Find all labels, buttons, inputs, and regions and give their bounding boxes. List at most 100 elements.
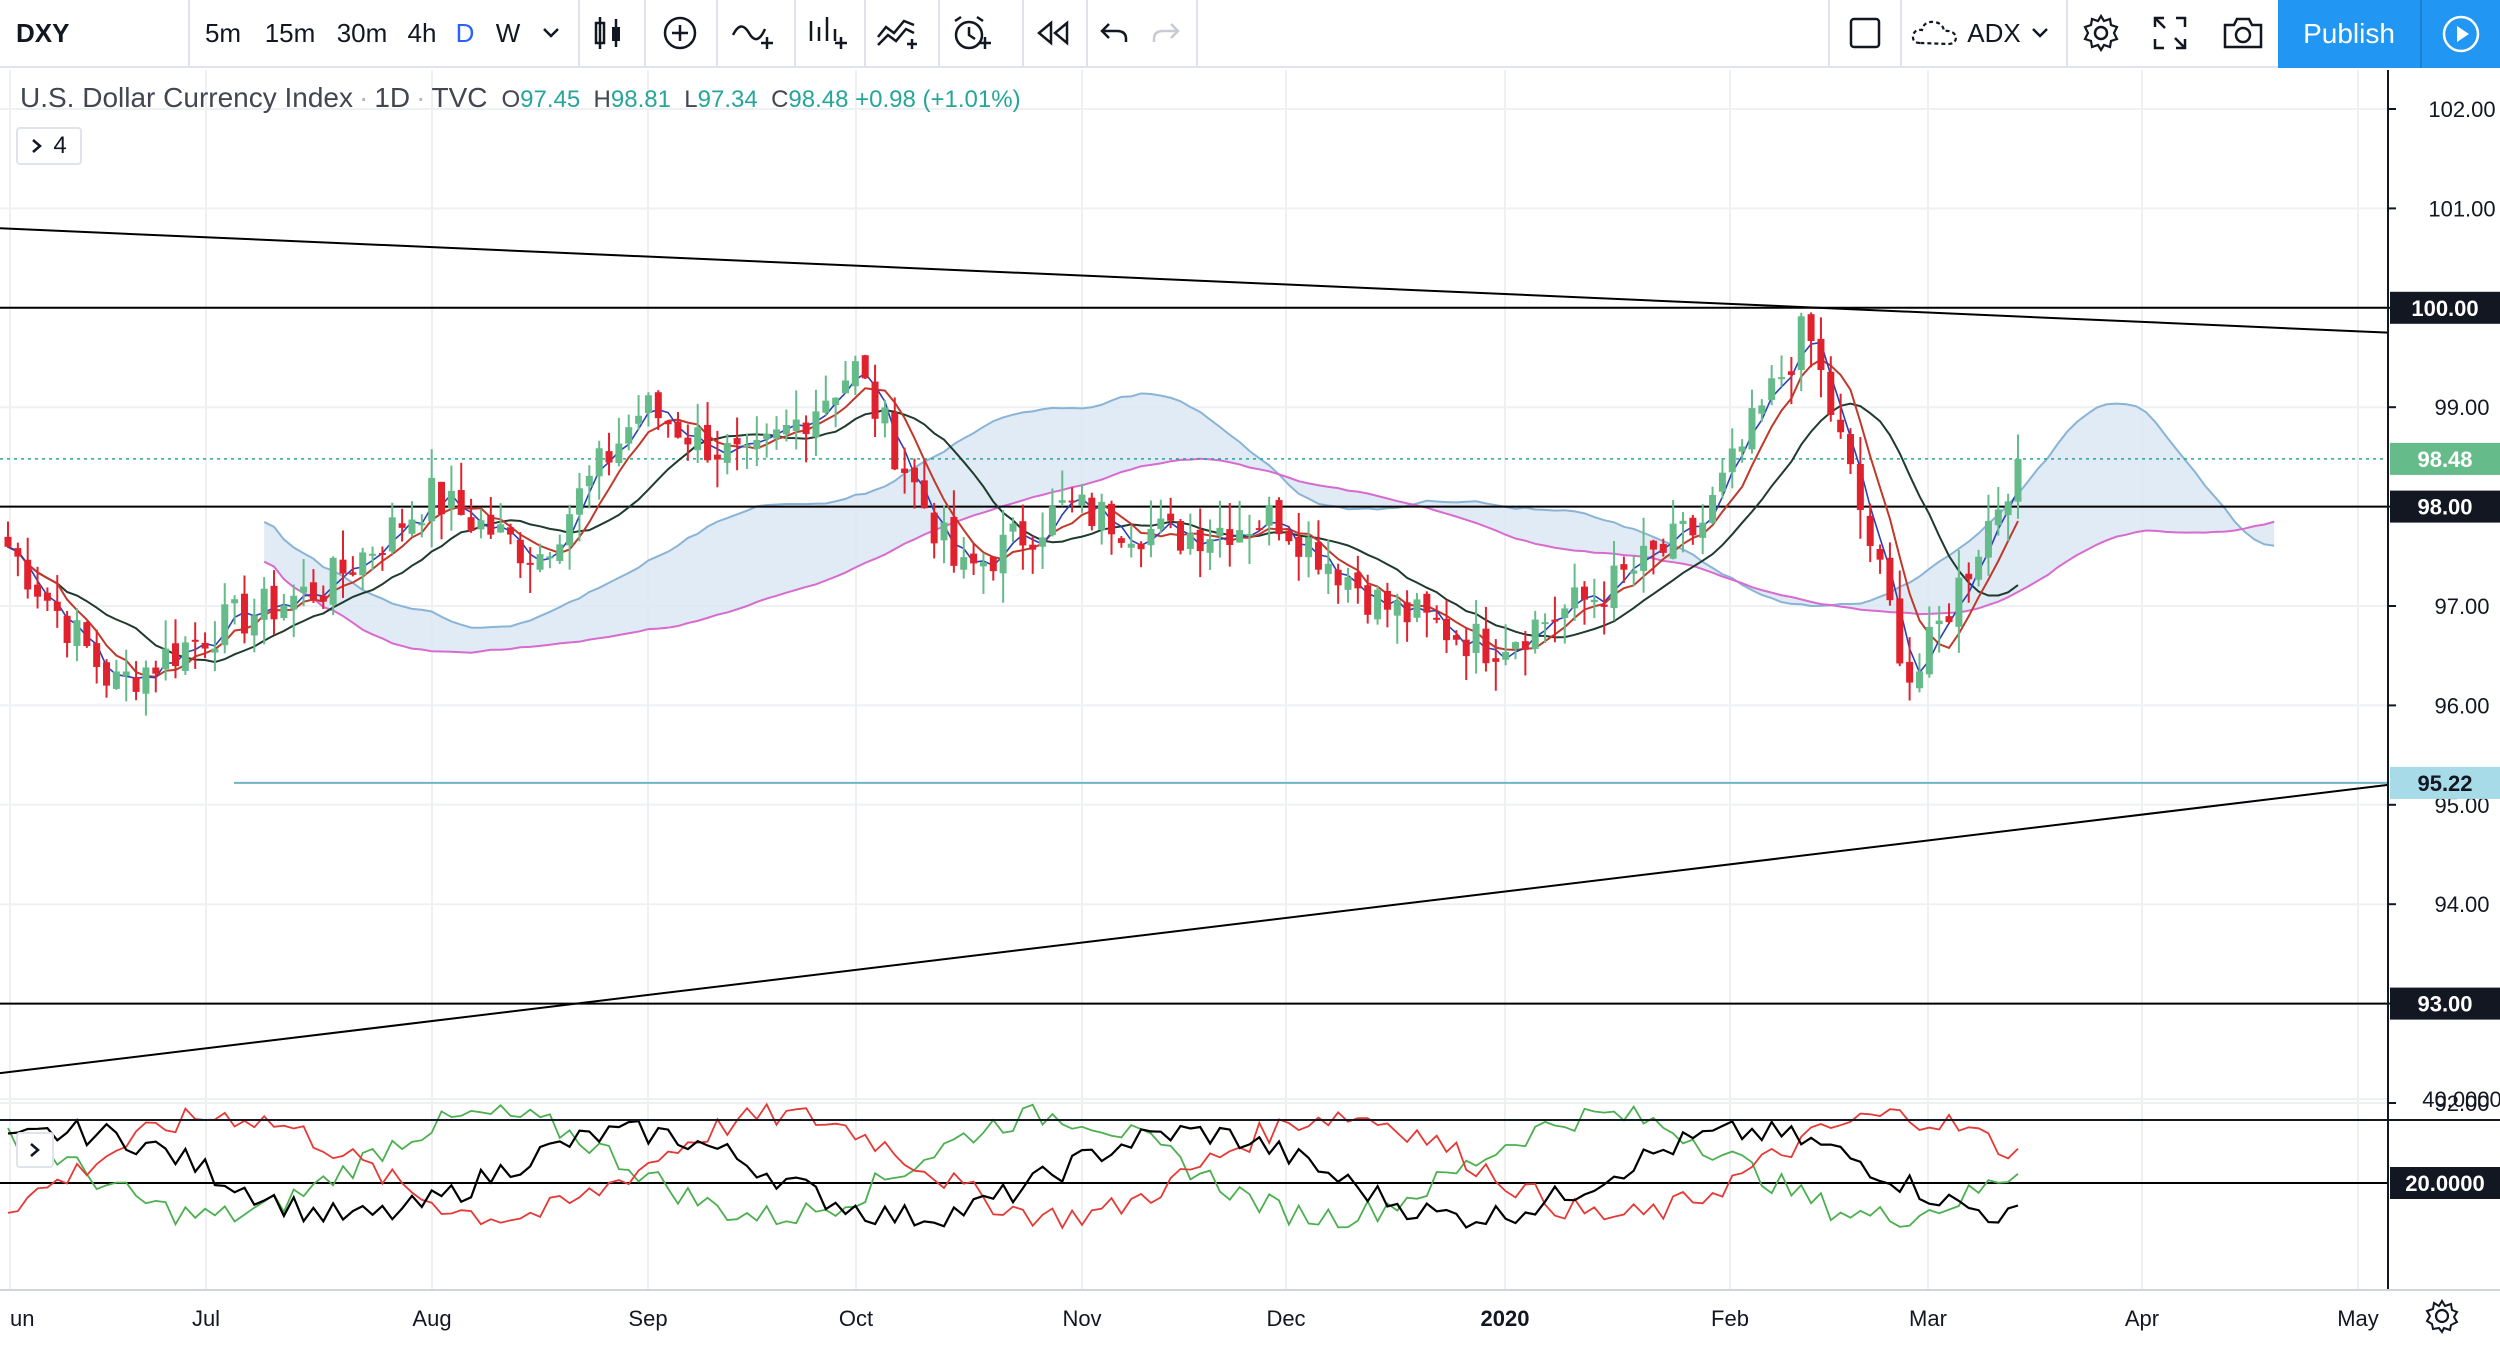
- candle-body: [250, 615, 258, 636]
- add-compare-icon[interactable]: [656, 0, 704, 66]
- price-tick-label: 101.00: [2428, 196, 2495, 221]
- candle-body: [1423, 593, 1431, 613]
- candle-body: [1610, 565, 1618, 609]
- price-tick-label: 96.00: [2434, 693, 2489, 718]
- candle-body: [14, 548, 22, 557]
- publish-button[interactable]: Publish: [2278, 0, 2420, 68]
- publish-video-play-icon[interactable]: [2420, 0, 2500, 68]
- candle-body: [595, 448, 603, 477]
- layout-dropdown-chevron-icon[interactable]: [2026, 0, 2054, 66]
- price-chart[interactable]: 102.00 101.00 100.00 99.00 98.00 97.00 96.00 95…: [0, 68, 2500, 1345]
- interval-4h[interactable]: 4h: [407, 17, 437, 48]
- ohlc-values: O97.45 H98.81 L97.34 C98.48 +0.98 (+1.01…: [501, 86, 1021, 113]
- candle-body: [1659, 543, 1667, 553]
- trend-lines: [0, 227, 2389, 1075]
- time-tick-label: Sep: [628, 1306, 667, 1331]
- time-tick-label: Aug: [412, 1306, 451, 1331]
- candle-body: [1768, 378, 1776, 400]
- time-tick-label: Mar: [1909, 1306, 1947, 1331]
- interval-1w[interactable]: W: [495, 17, 521, 48]
- candle-body: [930, 512, 938, 544]
- candle-body: [280, 605, 288, 619]
- minus-di-line: [7, 1102, 2019, 1230]
- price-label-text: 100.00: [2411, 296, 2478, 321]
- candle-body: [369, 553, 377, 556]
- indicators-collapse-toggle[interactable]: 4: [16, 127, 82, 165]
- toolbar-divider: [644, 0, 646, 66]
- redo-icon[interactable]: [1146, 0, 1186, 66]
- instrument-exchange: TVC: [431, 82, 488, 113]
- layout-square-icon[interactable]: [1840, 0, 1890, 66]
- candle-body: [1935, 620, 1943, 625]
- candle-body: [1019, 521, 1027, 546]
- candle-body: [920, 480, 928, 509]
- candle-body: [1551, 619, 1559, 622]
- candles-chart-type-icon[interactable]: [586, 0, 630, 66]
- candle-body: [1915, 671, 1923, 689]
- candle-body: [1748, 408, 1756, 450]
- candle-body: [349, 572, 357, 575]
- candle-body: [447, 490, 455, 509]
- settings-gear-icon[interactable]: [2074, 0, 2128, 66]
- top-toolbar: DXY 5m 15m 30m 4h D W: [0, 0, 2500, 68]
- candle-body: [1984, 520, 1992, 558]
- candle-body: [1630, 570, 1638, 574]
- instrument-interval: 1D: [374, 82, 411, 113]
- candle-body: [1255, 528, 1263, 531]
- candle-body: [1994, 509, 2002, 526]
- candle-body: [556, 544, 564, 561]
- plus-di-line: [7, 1103, 2019, 1229]
- candle-body: [181, 642, 189, 671]
- candle-body: [1778, 377, 1786, 380]
- candle-body: [339, 559, 347, 574]
- templates-icon[interactable]: [872, 0, 924, 66]
- undo-icon[interactable]: [1094, 0, 1134, 66]
- candle-body: [309, 582, 317, 601]
- symbol-search[interactable]: DXY: [16, 17, 70, 48]
- toolbar-divider: [1196, 0, 1198, 66]
- snapshot-camera-icon[interactable]: [2216, 0, 2270, 66]
- candle-body: [970, 553, 978, 564]
- candle-body: [1955, 577, 1963, 627]
- cloud-icon[interactable]: [1908, 0, 1962, 66]
- candle-body: [1058, 500, 1066, 503]
- candle-body: [654, 392, 662, 419]
- candle-body: [467, 517, 475, 531]
- indicator-name[interactable]: ADX: [1967, 17, 2021, 48]
- candle-body: [1048, 506, 1056, 536]
- price-label-badge: [2390, 987, 2500, 1020]
- candle-body: [1669, 523, 1677, 559]
- candle-body: [575, 488, 583, 515]
- candle-body: [1226, 529, 1234, 546]
- fullscreen-icon[interactable]: [2144, 0, 2196, 66]
- candle-body: [2014, 458, 2022, 502]
- axis-settings-gear-icon[interactable]: [2425, 1299, 2459, 1334]
- alert-clock-icon[interactable]: [946, 0, 996, 66]
- candle-body: [1433, 617, 1441, 620]
- financials-icon[interactable]: [802, 0, 852, 66]
- toolbar-divider: [1086, 0, 1088, 66]
- indicators-icon[interactable]: [726, 0, 782, 66]
- candle-body: [526, 562, 534, 565]
- replay-rewind-icon[interactable]: [1030, 0, 1076, 66]
- interval-1d[interactable]: D: [455, 17, 475, 48]
- adx-pane-toggle[interactable]: [16, 1132, 54, 1168]
- interval-5m[interactable]: 5m: [204, 17, 242, 48]
- candle-body: [842, 380, 849, 394]
- candle-body: [152, 667, 160, 674]
- interval-15m[interactable]: 15m: [264, 17, 316, 48]
- candle-body: [1314, 542, 1322, 570]
- interval-dropdown-chevron-icon[interactable]: [536, 0, 566, 66]
- candle-body: [418, 523, 426, 526]
- candle-body: [704, 424, 712, 461]
- candle-body: [1817, 338, 1825, 370]
- candle-body: [792, 419, 800, 431]
- candle-body: [408, 519, 416, 534]
- candle-body: [1600, 604, 1608, 607]
- candle-body: [1531, 619, 1539, 649]
- candle-body: [1541, 622, 1549, 625]
- candle-body: [4, 536, 12, 547]
- interval-30m[interactable]: 30m: [336, 17, 388, 48]
- adx-label-badge: [2390, 1167, 2500, 1199]
- candle-body: [1167, 513, 1175, 521]
